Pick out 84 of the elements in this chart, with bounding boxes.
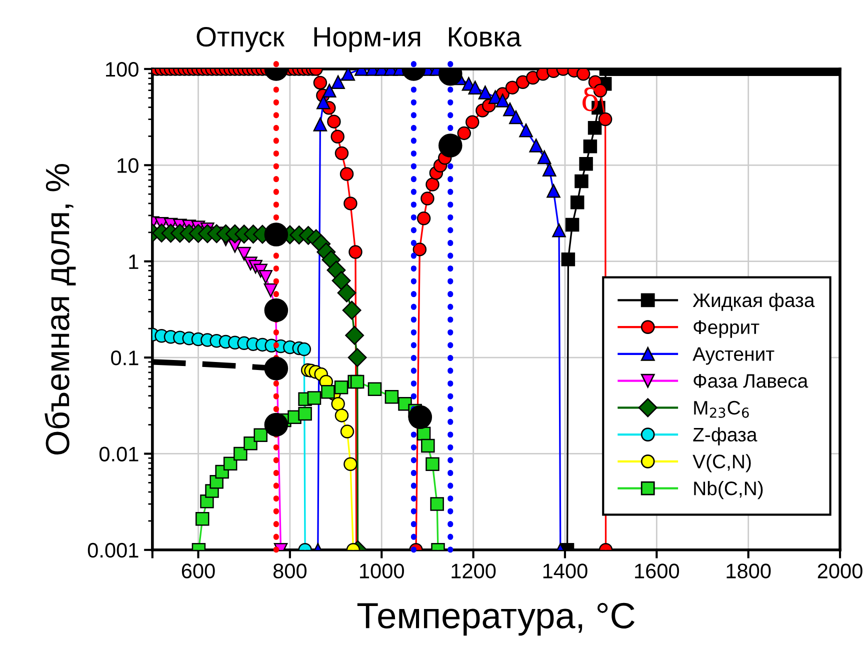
ref-line-label: Норм-ия (314, 27, 420, 52)
point (234, 446, 248, 461)
legend-label: M$_{23}$C$_{6}$ (694, 400, 749, 418)
point (321, 384, 335, 399)
point (509, 110, 523, 124)
point (298, 406, 312, 421)
point (264, 356, 288, 380)
point (368, 382, 382, 396)
point (350, 374, 364, 389)
y-tick-label: 0.1 (111, 350, 138, 366)
point (331, 396, 345, 411)
point (348, 348, 367, 368)
x-tick-label: 1000 (360, 564, 404, 578)
x-tick-label: 2000 (818, 564, 862, 578)
point (574, 174, 588, 188)
point (408, 405, 432, 430)
legend-label: Фаза Лавеса (694, 374, 808, 388)
legend-label: V(C,N) (692, 454, 751, 472)
point (264, 298, 288, 322)
point (237, 246, 251, 261)
y-tick-label: 100 (106, 62, 138, 77)
x-axis-title: Температура, °C (357, 602, 634, 636)
point (496, 94, 510, 108)
point (342, 300, 362, 320)
point (384, 390, 399, 404)
point (264, 222, 288, 246)
legend-label: Nb(C,N) (694, 481, 763, 500)
legend-label: Z-фаза (693, 427, 758, 446)
legend-label: Жидкая фаза (692, 292, 815, 312)
point (468, 80, 482, 95)
x-tick-label: 1600 (635, 564, 680, 578)
point (519, 124, 533, 138)
point (254, 428, 268, 442)
point (588, 121, 602, 135)
y-tick-label: 10 (118, 158, 138, 173)
legend-label: Аустенит (692, 347, 774, 365)
y-tick-label: 0.01 (99, 446, 138, 462)
ref-line-label: Отпуск (196, 26, 285, 52)
point (341, 68, 356, 81)
point (345, 326, 364, 345)
point (542, 162, 556, 176)
point (223, 456, 238, 470)
point (307, 391, 322, 405)
point (561, 252, 576, 266)
point (337, 283, 356, 302)
point (438, 134, 462, 158)
point (529, 138, 543, 152)
point (316, 95, 330, 110)
x-tick-label: 1800 (726, 564, 771, 578)
point (421, 438, 435, 453)
point (426, 457, 440, 471)
point (264, 412, 288, 437)
y-axis-title: Объемная доля, % (44, 164, 76, 455)
point (565, 218, 580, 232)
x-tick-label: 1400 (543, 564, 588, 578)
point (430, 497, 444, 511)
x-tick-label: 800 (273, 564, 307, 578)
point (537, 150, 552, 164)
y-tick-label: 0.001 (88, 542, 138, 558)
legend-label: Феррит (694, 320, 760, 338)
point (322, 84, 336, 98)
y-tick-label: 1 (129, 254, 138, 269)
point (258, 270, 273, 284)
point (344, 457, 358, 471)
point (313, 118, 328, 132)
point (196, 512, 210, 526)
point (546, 184, 560, 198)
point (331, 75, 345, 90)
ref-line-label: Ковка (448, 27, 522, 47)
point (478, 86, 492, 100)
point (579, 157, 593, 171)
annotation: δ (582, 87, 598, 112)
x-tick-label: 600 (182, 564, 215, 578)
point (570, 196, 584, 210)
x-tick-label: 1200 (452, 564, 496, 578)
point (264, 283, 278, 298)
point (340, 424, 354, 438)
point (583, 139, 598, 154)
point (297, 342, 312, 356)
point (334, 380, 348, 394)
point (503, 102, 517, 116)
point (334, 408, 349, 422)
point (332, 271, 351, 290)
point (552, 223, 566, 238)
